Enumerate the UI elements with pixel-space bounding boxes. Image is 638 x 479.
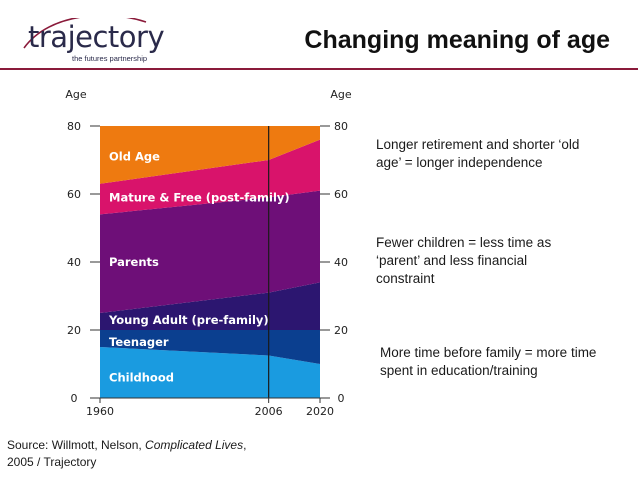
page-title: Changing meaning of age: [304, 26, 610, 54]
x-tick-label: 2006: [255, 405, 283, 418]
band-childhood: [100, 347, 320, 398]
x-tick-label: 2020: [306, 405, 334, 418]
left-tick-label: 60: [67, 188, 81, 201]
band-teenager: [100, 330, 320, 364]
chart-bands: [100, 126, 320, 398]
band-mature-free-post-family: [100, 139, 320, 215]
left-tick-label: 40: [67, 256, 81, 269]
source-citation: Source: Willmott, Nelson, Complicated Li…: [7, 437, 246, 471]
band-label: Young Adult (pre-family): [108, 313, 269, 327]
header: trajectory the futures partnership Chang…: [0, 0, 638, 70]
band-label: Childhood: [109, 371, 174, 385]
right-tick-label: 80: [334, 120, 348, 133]
source-suffix: ,: [243, 438, 247, 452]
trajectory-logo: trajectory the futures partnership: [20, 18, 165, 63]
band-label: Mature & Free (post-family): [109, 190, 290, 204]
logo-wordmark: trajectory: [28, 20, 165, 54]
band-label: Old Age: [109, 150, 160, 164]
header-divider: [0, 68, 638, 70]
left-tick-label: 20: [67, 324, 81, 337]
source-line2: 2005 / Trajectory: [7, 455, 97, 469]
logo-tagline: the futures partnership: [72, 54, 148, 63]
source-book-title: Complicated Lives: [145, 438, 244, 452]
y-axis-label-right: Age: [330, 88, 352, 101]
band-old-age: [100, 126, 320, 184]
annotation-education: More time before family = more time spen…: [380, 345, 597, 378]
annotation-retirement: Longer retirement and shorter ‘old age’ …: [376, 137, 580, 170]
band-parents: [100, 190, 320, 313]
logo-swoosh-icon: [23, 18, 147, 49]
right-tick-label: 60: [334, 188, 348, 201]
annotation-parents: Fewer children = less time as ‘parent’ a…: [376, 235, 552, 286]
band-young-adult-pre-family: [100, 282, 320, 330]
right-tick-label: 20: [334, 324, 348, 337]
age-area-chart: Old Age Mature & Free (post-family) Parent…: [65, 88, 352, 418]
left-tick-label: 80: [67, 120, 81, 133]
band-label: Parents: [109, 255, 159, 269]
right-tick-label: 0: [338, 392, 345, 405]
x-tick-label: 1960: [86, 405, 114, 418]
left-tick-label: 0: [71, 392, 78, 405]
chart-band-labels: Old Age Mature & Free (post-family) Parent…: [108, 150, 290, 385]
source-prefix: Source: Willmott, Nelson,: [7, 438, 146, 452]
right-tick-label: 40: [334, 256, 348, 269]
y-axis-label-left: Age: [65, 88, 87, 101]
band-label: Teenager: [109, 335, 169, 349]
